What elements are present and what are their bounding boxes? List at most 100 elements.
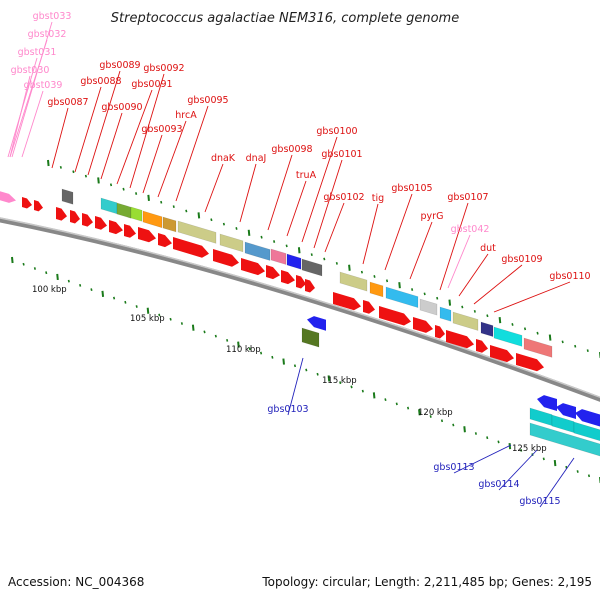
label-connector [9, 75, 31, 158]
cds-arrow [241, 258, 265, 276]
label-connector [100, 112, 123, 180]
ruler-label: 120 kbp [418, 408, 453, 418]
label-connector [539, 457, 575, 508]
inner-tick [418, 409, 421, 416]
gene-label-gbs0089: gbs0089 [99, 60, 140, 71]
inner-tick [11, 256, 14, 264]
cds-feature [385, 286, 419, 309]
inner-tick [395, 402, 398, 406]
inner-tick [486, 436, 489, 440]
label-connector [175, 105, 209, 202]
label-connector [447, 234, 471, 289]
cds-feature [270, 248, 287, 265]
reverse-cds [529, 407, 553, 427]
gene-label-gbs0107: gbs0107 [447, 192, 488, 203]
cds-feature [452, 311, 479, 331]
outer-tick [273, 240, 276, 243]
inner-tick [587, 474, 591, 478]
cds-arrow [363, 300, 375, 314]
label-connector [287, 357, 304, 416]
outer-tick [310, 253, 313, 257]
gene-label-gbs0098: gbs0098 [271, 144, 312, 155]
cds-arrow [213, 249, 239, 267]
inner-tick [339, 381, 342, 385]
cds-feature [130, 206, 143, 222]
outer-tick [47, 159, 50, 167]
inner-tick [271, 355, 274, 359]
inner-tick [146, 307, 150, 314]
cds-feature [116, 202, 132, 219]
label-connector [9, 39, 48, 158]
inner-tick [259, 351, 263, 355]
cds-feature [162, 216, 177, 233]
reverse-cds [573, 421, 600, 442]
outer-tick [323, 257, 326, 261]
reverse-cds [556, 403, 576, 419]
gene-label-gbs0091: gbs0091 [131, 79, 172, 90]
reverse-cds [537, 395, 557, 411]
outer-tick [523, 327, 527, 331]
outer-tick [197, 212, 201, 219]
cds-arrow [138, 227, 156, 243]
ruler-label: 100 kbp [32, 285, 67, 295]
inner-tick [429, 415, 432, 418]
label-connector [116, 89, 153, 185]
rna-feature [0, 191, 16, 203]
inner-tick [508, 443, 512, 450]
inner-tick [553, 459, 557, 467]
cds-feature [439, 306, 452, 322]
gene-label-gbst032: gbst032 [28, 29, 67, 40]
gene-label-gbs0095: gbs0095 [187, 95, 228, 106]
reverse-cds [307, 316, 326, 331]
gene-label-gbs0088: gbs0088 [80, 76, 121, 87]
outer-tick [59, 165, 62, 169]
outer-tick [385, 279, 389, 283]
gene-label-gbs0113: gbs0113 [433, 462, 474, 473]
inner-tick [45, 271, 48, 275]
outer-tick [448, 299, 452, 306]
outer-tick [586, 349, 589, 353]
gene-label-gbs0101: gbs0101 [321, 149, 362, 160]
label-connector [324, 202, 345, 253]
outer-tick [84, 174, 88, 178]
cds-feature [369, 281, 384, 298]
gene-label-tig: tig [372, 193, 384, 204]
gene-label-gbs0109: gbs0109 [501, 254, 542, 265]
inner-tick [112, 296, 116, 300]
cds-feature [100, 197, 118, 215]
gene-label-gbst042: gbst042 [451, 224, 490, 235]
inner-tick [22, 262, 25, 266]
label-connector [204, 163, 224, 213]
inner-tick [452, 423, 455, 427]
outer-tick [536, 331, 539, 335]
label-connector [87, 70, 121, 176]
cds-arrow [95, 216, 107, 230]
cds-arrow [173, 237, 209, 258]
cds-feature [61, 188, 74, 205]
cds-arrow [56, 207, 67, 221]
cds-arrow [333, 292, 361, 311]
label-connector [362, 203, 379, 265]
cds-arrow [296, 275, 306, 289]
outer-tick [109, 183, 113, 187]
inner-tick [248, 347, 251, 351]
outer-tick [561, 340, 564, 344]
gene-label-gbs0115: gbs0115 [519, 496, 560, 507]
gene-label-gbst033: gbst033 [33, 11, 72, 22]
inner-tick [576, 470, 579, 473]
inner-tick [124, 300, 127, 304]
outer-tick [210, 218, 213, 222]
gene-label-gbs0103: gbs0103 [267, 404, 308, 415]
inner-tick [33, 267, 36, 270]
ruler-label: 105 kbp [130, 314, 165, 324]
inner-tick [237, 341, 240, 348]
cds-feature [493, 326, 523, 347]
cds-arrow [305, 279, 315, 293]
label-connector [473, 264, 523, 305]
inner-tick [327, 375, 331, 382]
cds-feature [301, 258, 323, 277]
outer-tick [297, 247, 301, 254]
cds-arrow [70, 210, 80, 224]
cds-arrow [446, 330, 474, 349]
